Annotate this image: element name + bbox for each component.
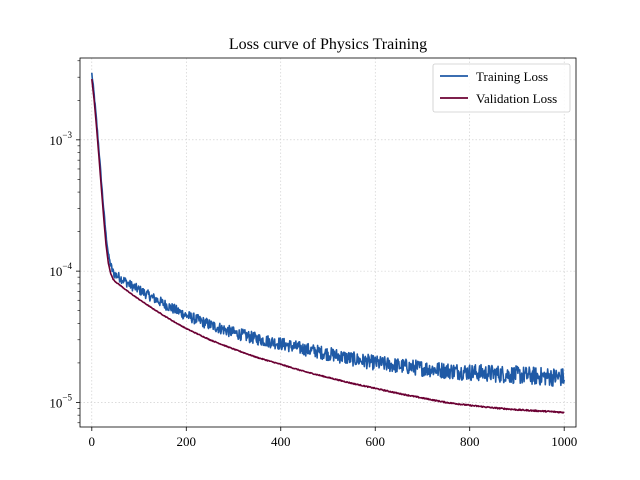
y-axis: 10−5 10−4 10−3 [49, 60, 80, 424]
y-tick-label: 10−3 [49, 130, 72, 148]
x-tick-label: 1000 [551, 434, 577, 449]
y-tick-label: 10−5 [49, 392, 72, 410]
y-tick-label: 10−4 [49, 261, 72, 279]
plot-lines [91, 72, 565, 414]
legend: Training Loss Validation Loss [432, 63, 571, 113]
legend-label: Training Loss [476, 69, 548, 84]
axes-frame [79, 57, 577, 428]
chart-title: Loss curve of Physics Training [229, 36, 427, 53]
series-line-training [91, 72, 565, 387]
x-tick-label: 600 [365, 434, 385, 449]
series-line-validation [91, 78, 565, 414]
x-tick-label: 200 [177, 434, 197, 449]
x-axis: 0 200 400 600 800 1000 [89, 427, 577, 449]
x-tick-label: 400 [271, 434, 291, 449]
x-tick-label: 800 [460, 434, 480, 449]
grid-lines [80, 58, 576, 427]
x-tick-label: 0 [89, 434, 96, 449]
legend-label: Validation Loss [476, 91, 557, 106]
